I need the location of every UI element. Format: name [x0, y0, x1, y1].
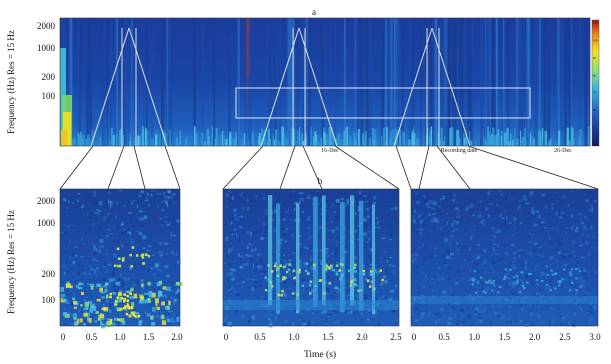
panel-a-ytick-1000: 1000	[37, 43, 56, 53]
panel-a-highlight-box	[235, 87, 531, 119]
panel-b-ytick-100: 100	[42, 295, 56, 305]
zoom-connector-lines	[90, 27, 471, 147]
panel-a-frame	[59, 17, 591, 147]
panel-b2-xtick: 2.5	[390, 332, 402, 342]
colorbar-tick: 60	[593, 108, 597, 112]
panel-b1-xtick: 1.0	[114, 332, 126, 342]
colorbar-tick: 40	[593, 143, 597, 147]
panel-b2-xtick: 1.0	[288, 332, 300, 342]
panel-b1-spectrogram	[60, 189, 180, 326]
panel-b-ytick-200: 200	[42, 269, 56, 279]
panel-b-xlabel: Time (s)	[304, 349, 336, 360]
colorbar-tick: 90	[593, 56, 597, 60]
colorbar-tick: 70	[593, 91, 597, 95]
panel-a-ylabel: Frequency (Hz) Res = 15 Hz	[6, 30, 16, 134]
panel-b2-xtick: 0	[224, 332, 229, 342]
panel-b3-xtick: 0.5	[439, 332, 451, 342]
panel-b-ytick-1000: 1000	[37, 218, 56, 228]
panel-a-xannot-3: 26-Dec	[554, 148, 572, 154]
panel-b3-xtick: 1.0	[469, 332, 481, 342]
panel-a-ytick-200: 200	[42, 72, 56, 82]
panel-a-texture	[60, 18, 590, 146]
panel-b1-frame	[59, 188, 181, 327]
panel-b3-xtick: 2.5	[559, 332, 571, 342]
panel-a-spectrogram	[60, 18, 590, 146]
panel-b-ytick-2000: 2000	[37, 196, 56, 206]
colorbar-tick: 50	[593, 126, 597, 130]
panel-a-label: a	[312, 7, 316, 17]
colorbar-tick: 80	[593, 73, 597, 77]
panel-b3-xtick: 2.0	[529, 332, 541, 342]
panel-b1-xtick: 0.5	[86, 332, 98, 342]
panel-b3-frame	[410, 188, 599, 327]
panel-a-y-ticks: 2000 1000 200 100	[37, 21, 56, 101]
panel-b3-xtick: 3.0	[589, 332, 601, 342]
panel-b1-xtick: 1.5	[143, 332, 155, 342]
colorbar	[591, 19, 600, 147]
panel-b-y-ticks: 2000 1000 200 100	[37, 196, 56, 305]
panel-b3-xtick: 0	[412, 332, 417, 342]
panel-b2-xtick: 1.5	[322, 332, 334, 342]
panel-b-x-ticks: 0 0.5 1.0 1.5 2.0 0 0.5 1.0 1.5 2.0 2.5 0 0.5 1.0 1.5 2…	[61, 332, 601, 342]
panel-a-xannot-1: 16-Dec	[321, 148, 339, 154]
panel-a-ytick-2000: 2000	[37, 21, 56, 31]
colorbar-ticks: 110 100 90 80 70 60 50 40	[593, 21, 598, 147]
panel-b3-xtick: 1.5	[499, 332, 511, 342]
panel-b-label: b	[318, 176, 323, 186]
zoom-connector-lines-lower	[59, 145, 599, 190]
colorbar-tick: 100	[593, 38, 598, 42]
panel-b2-xtick: 0.5	[254, 332, 266, 342]
panel-b2-frame	[222, 188, 400, 327]
panel-b-texture	[60, 190, 598, 329]
panel-b2-xtick: 2.0	[356, 332, 368, 342]
panel-a-xannot-2: Recording date	[441, 148, 478, 154]
colorbar-tick: 110	[593, 21, 598, 25]
panel-b1-xtick: 0	[61, 332, 66, 342]
panel-b1-xtick: 2.0	[171, 332, 183, 342]
panel-a-ytick-100: 100	[42, 91, 56, 101]
panel-b-ylabel: Frequency (Hz) Res = 15 Hz	[6, 210, 16, 314]
